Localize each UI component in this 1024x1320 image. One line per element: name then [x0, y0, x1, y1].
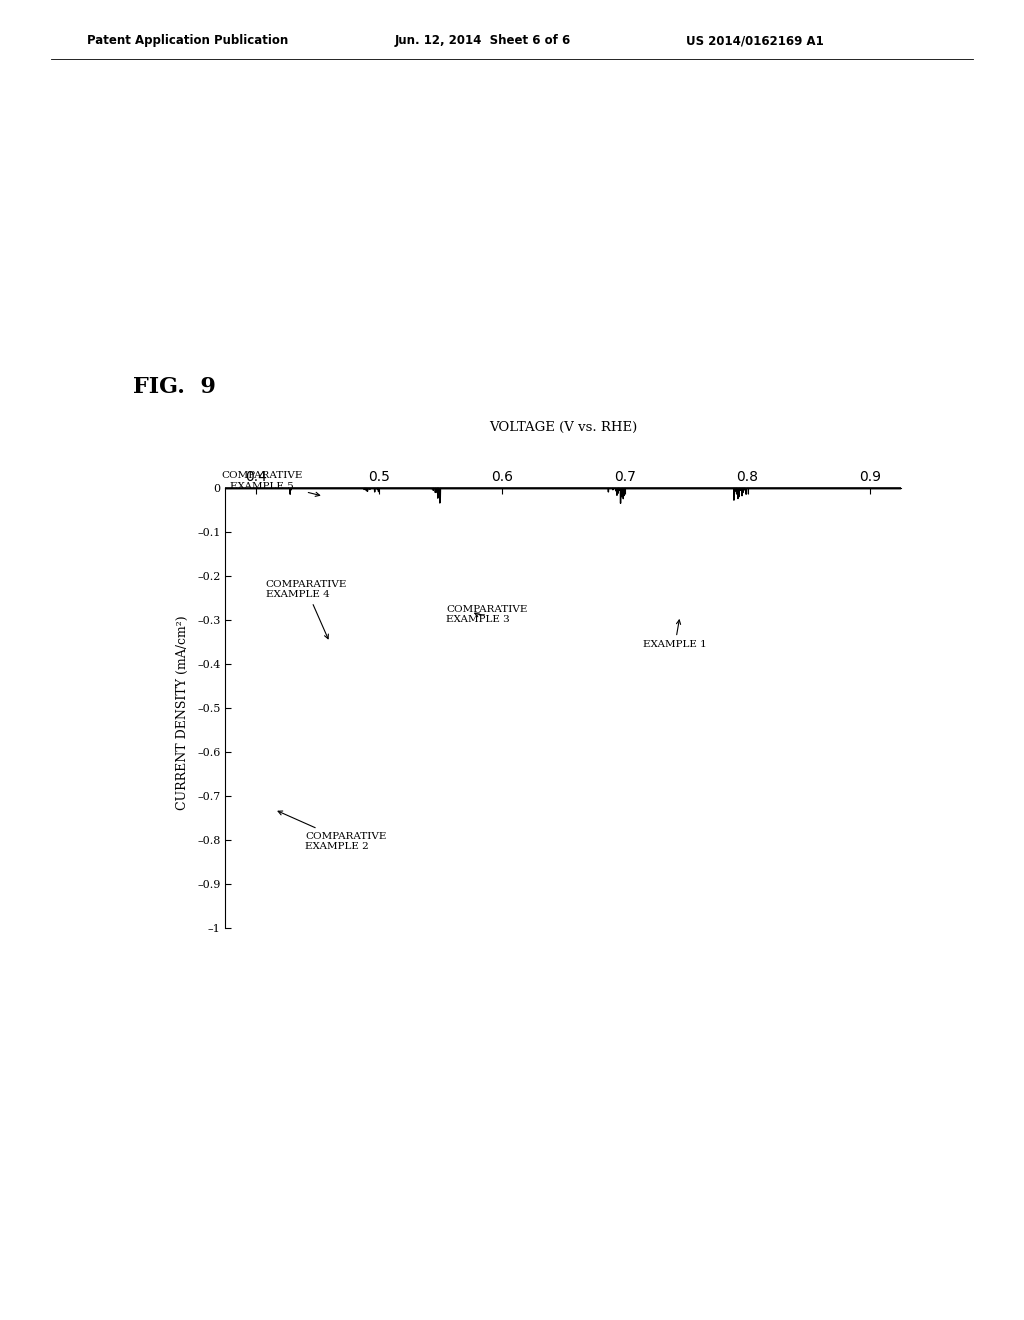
Y-axis label: CURRENT DENSITY (mA/cm²): CURRENT DENSITY (mA/cm²) — [176, 615, 188, 810]
X-axis label: VOLTAGE (V vs. RHE): VOLTAGE (V vs. RHE) — [489, 421, 637, 434]
Text: COMPARATIVE
EXAMPLE 3: COMPARATIVE EXAMPLE 3 — [446, 605, 527, 624]
Text: COMPARATIVE
EXAMPLE 2: COMPARATIVE EXAMPLE 2 — [279, 810, 386, 851]
Text: Jun. 12, 2014  Sheet 6 of 6: Jun. 12, 2014 Sheet 6 of 6 — [394, 34, 570, 48]
Text: COMPARATIVE
EXAMPLE 4: COMPARATIVE EXAMPLE 4 — [266, 579, 347, 639]
Text: US 2014/0162169 A1: US 2014/0162169 A1 — [686, 34, 824, 48]
Text: COMPARATIVE
EXAMPLE 5: COMPARATIVE EXAMPLE 5 — [221, 471, 319, 496]
Text: Patent Application Publication: Patent Application Publication — [87, 34, 289, 48]
Text: FIG.  9: FIG. 9 — [133, 376, 216, 399]
Text: EXAMPLE 1: EXAMPLE 1 — [643, 620, 707, 649]
